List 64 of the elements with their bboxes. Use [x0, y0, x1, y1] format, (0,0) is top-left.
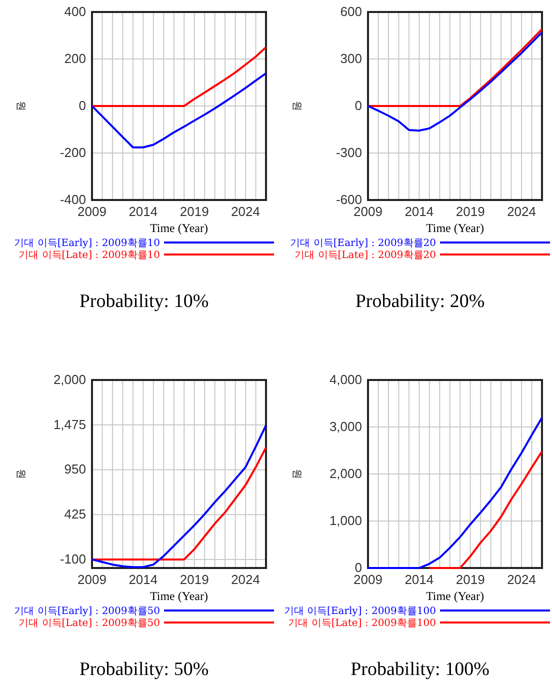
y-tick-label: 0 — [354, 560, 362, 575]
line-series — [428, 450, 543, 569]
text: 기대 이득[Early] : 2009확률100 — [284, 606, 436, 617]
text: 기대 이득[Late] : 2009확률10 — [18, 250, 160, 261]
y-tick-label: 2,000 — [329, 466, 362, 481]
x-tick-label: 2014 — [128, 204, 158, 219]
x-tick-label: 2024 — [507, 572, 536, 587]
y-tick-label: 300 — [340, 51, 362, 66]
x-tick-label: 2024 — [507, 204, 536, 219]
y-tick-label: 2,000 — [53, 372, 86, 387]
x-tick-label: 2009 — [354, 204, 382, 219]
y-tick-label: 400 — [64, 4, 86, 19]
x-tick-label: 2014 — [404, 204, 434, 219]
x-axis-title: Time (Year) — [150, 589, 208, 603]
text: 기대 이득[Early] : 2009확률50 — [14, 606, 160, 617]
line-series — [91, 46, 267, 107]
text: 기대 이득[Late] : 2009확률100 — [288, 618, 436, 629]
text: Probability: 10% — [79, 291, 209, 312]
text: 기대 이득[Late] : 2009확률20 — [294, 250, 436, 261]
y-tick-label: 4,000 — [329, 372, 362, 387]
x-tick-label: 2019 — [180, 572, 209, 587]
x-tick-label: 2014 — [404, 572, 434, 587]
x-tick-label: 2019 — [180, 204, 209, 219]
x-tick-label: 2024 — [231, 204, 260, 219]
line-series — [367, 416, 543, 569]
x-axis-title: Time (Year) — [426, 589, 484, 603]
x-tick-label: 2009 — [78, 572, 106, 587]
y-tick-label: 0 — [354, 98, 362, 113]
x-tick-label: 2019 — [456, 204, 485, 219]
y-tick-label: -100 — [60, 551, 86, 566]
line-series — [91, 424, 267, 568]
line-series — [367, 28, 543, 107]
line-series — [91, 446, 267, 560]
text: 기대 이득[Early] : 2009확률20 — [290, 238, 436, 249]
y-tick-label: -300 — [336, 145, 362, 160]
y-tick-label: 950 — [64, 462, 86, 477]
y-tick-label: 600 — [340, 4, 362, 19]
x-tick-label: 2009 — [78, 204, 106, 219]
y-axis-title: 원 — [15, 101, 26, 111]
y-axis-title: 원 — [291, 101, 302, 111]
line-series — [367, 31, 543, 132]
y-axis-title: 원 — [15, 469, 26, 479]
y-tick-label: 1,475 — [53, 416, 86, 432]
y-tick-label: 0 — [78, 98, 86, 113]
x-tick-label: 2024 — [231, 572, 260, 587]
y-tick-label: 3,000 — [329, 419, 362, 434]
y-tick-label: 425 — [64, 506, 86, 522]
x-axis-title: Time (Year) — [426, 221, 484, 235]
text: 기대 이득[Late] : 2009확률50 — [18, 618, 160, 629]
y-tick-label: 1,000 — [329, 513, 362, 528]
text: 기대 이득[Early] : 2009확률10 — [14, 238, 160, 249]
y-axis-title: 원 — [291, 469, 302, 479]
text: Probability: 20% — [355, 291, 485, 312]
y-tick-label: 200 — [64, 51, 86, 66]
x-axis-title: Time (Year) — [150, 221, 208, 235]
y-tick-label: -600 — [336, 192, 362, 207]
y-tick-label: -200 — [60, 145, 86, 160]
x-tick-label: 2019 — [456, 572, 485, 587]
x-tick-label: 2009 — [354, 572, 382, 587]
line-series — [91, 72, 267, 148]
text: Probability: 100% — [350, 659, 490, 680]
x-tick-label: 2014 — [128, 572, 158, 587]
y-tick-label: -400 — [60, 192, 86, 207]
text: Probability: 50% — [79, 659, 209, 680]
